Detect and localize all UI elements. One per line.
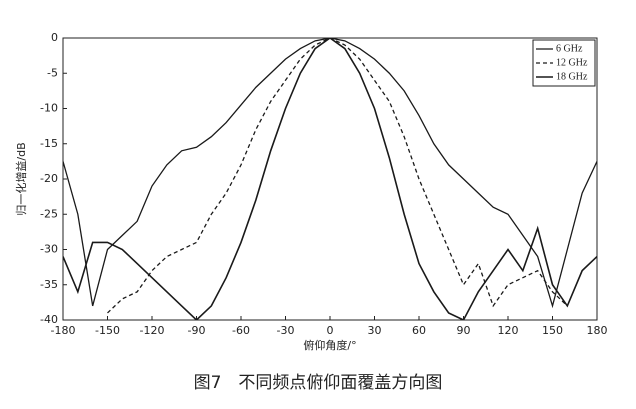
- x-tick-label: 30: [368, 324, 382, 337]
- plot-area: [63, 38, 597, 320]
- y-tick-label: -15: [40, 137, 58, 150]
- x-tick-label: 120: [498, 324, 519, 337]
- y-tick-label: -30: [40, 243, 58, 256]
- x-tick-label: -30: [277, 324, 295, 337]
- y-tick-label: -10: [40, 102, 58, 115]
- y-tick-label: -20: [40, 172, 58, 185]
- caption: 图7 不同频点俯仰面覆盖方向图: [194, 373, 443, 393]
- series-line: [107, 38, 568, 314]
- legend-label: 6 GHz: [556, 43, 583, 54]
- x-tick-label: -120: [140, 324, 165, 337]
- y-tick-label: -5: [47, 66, 58, 79]
- series-line: [63, 38, 597, 320]
- x-tick-label: -150: [95, 324, 120, 337]
- y-tick-label: 0: [51, 31, 58, 44]
- x-tick-label: -180: [51, 324, 76, 337]
- x-axis-label: 俯仰角度/°: [303, 338, 356, 352]
- x-tick-label: 60: [412, 324, 426, 337]
- legend-label: 12 GHz: [556, 57, 588, 68]
- y-axis-label: 归一化增益/dB: [14, 142, 28, 215]
- legend-label: 18 GHz: [556, 71, 588, 82]
- x-tick-label: -60: [232, 324, 250, 337]
- x-tick-label: 150: [542, 324, 563, 337]
- plot-frame: [62, 37, 598, 321]
- y-tick-label: -25: [40, 207, 58, 220]
- y-tick-label: -40: [40, 313, 58, 326]
- y-tick-label: -35: [40, 278, 58, 291]
- x-tick-label: 180: [587, 324, 608, 337]
- x-tick-label: 0: [327, 324, 334, 337]
- x-tick-label: 90: [457, 324, 471, 337]
- series-line: [63, 38, 597, 309]
- x-tick-label: -90: [188, 324, 206, 337]
